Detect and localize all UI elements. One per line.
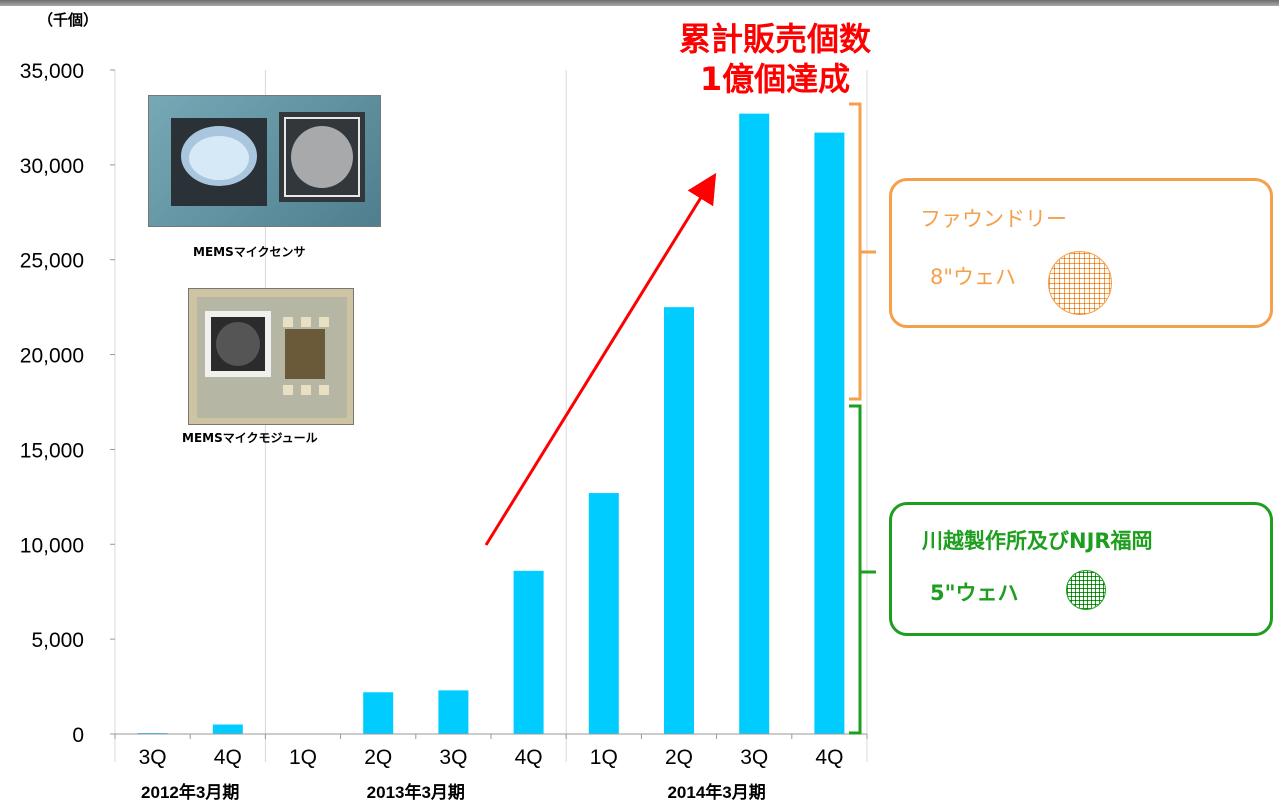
y-tick-label: 0 (72, 724, 84, 747)
mems-mic-sensor-photo (148, 95, 381, 227)
y-tick-label: 25,000 (20, 250, 84, 273)
x-tick-label: 3Q (740, 746, 768, 769)
fiscal-year-label: 2012年3月期 (141, 782, 239, 802)
bar (438, 690, 469, 734)
bar (814, 132, 845, 734)
mems-mic-sensor-caption: MEMSマイクセンサ (193, 245, 306, 259)
headline-line2: 1億個達成 (699, 60, 851, 98)
y-tick-label: 30,000 (20, 155, 84, 178)
foundry-wafer-label: 8"ウェハ (930, 265, 1017, 289)
wafer-5inch-icon (1066, 570, 1106, 610)
y-tick-label: 35,000 (20, 60, 84, 83)
bar (513, 570, 544, 734)
y-tick-label: 10,000 (20, 534, 84, 557)
foundry-title: ファウンドリー (920, 207, 1067, 231)
x-tick-label: 4Q (214, 746, 242, 769)
y-tick-label: 20,000 (20, 345, 84, 368)
mems-mic-module-caption: MEMSマイクモジュール (182, 431, 318, 445)
x-tick-label: 2Q (665, 746, 693, 769)
x-tick-label: 1Q (590, 746, 618, 769)
y-tick-label: 5,000 (31, 629, 84, 652)
wafer-8inch-icon (1048, 251, 1112, 315)
foundry-callout: ファウンドリー 8"ウェハ (889, 178, 1273, 328)
bar (664, 307, 694, 734)
y-tick-label: 15,000 (20, 439, 84, 462)
in-house-wafer-label: 5"ウェハ (930, 581, 1019, 605)
mems-mic-module-photo (188, 288, 354, 425)
top-bar (0, 0, 1279, 6)
in-house-callout: 川越製作所及びNJR福岡 5"ウェハ (889, 502, 1273, 636)
x-tick-label: 2Q (364, 746, 392, 769)
fiscal-year-label: 2013年3月期 (367, 782, 465, 802)
growth-arrow (484, 172, 717, 546)
bar (739, 113, 770, 735)
bar (363, 692, 394, 734)
x-tick-label: 4Q (515, 746, 543, 769)
x-tick-label: 4Q (815, 746, 843, 769)
x-tick-label: 1Q (289, 746, 317, 769)
in-house-title: 川越製作所及びNJR福岡 (922, 529, 1153, 553)
bar (212, 724, 243, 734)
x-tick-label: 3Q (139, 746, 167, 769)
fiscal-year-label: 2014年3月期 (667, 782, 765, 802)
x-tick-label: 3Q (439, 746, 467, 769)
headline-line1: 累計販売個数 (678, 20, 871, 58)
bar (588, 493, 619, 734)
y-axis-unit-label: （千個） (38, 11, 99, 29)
